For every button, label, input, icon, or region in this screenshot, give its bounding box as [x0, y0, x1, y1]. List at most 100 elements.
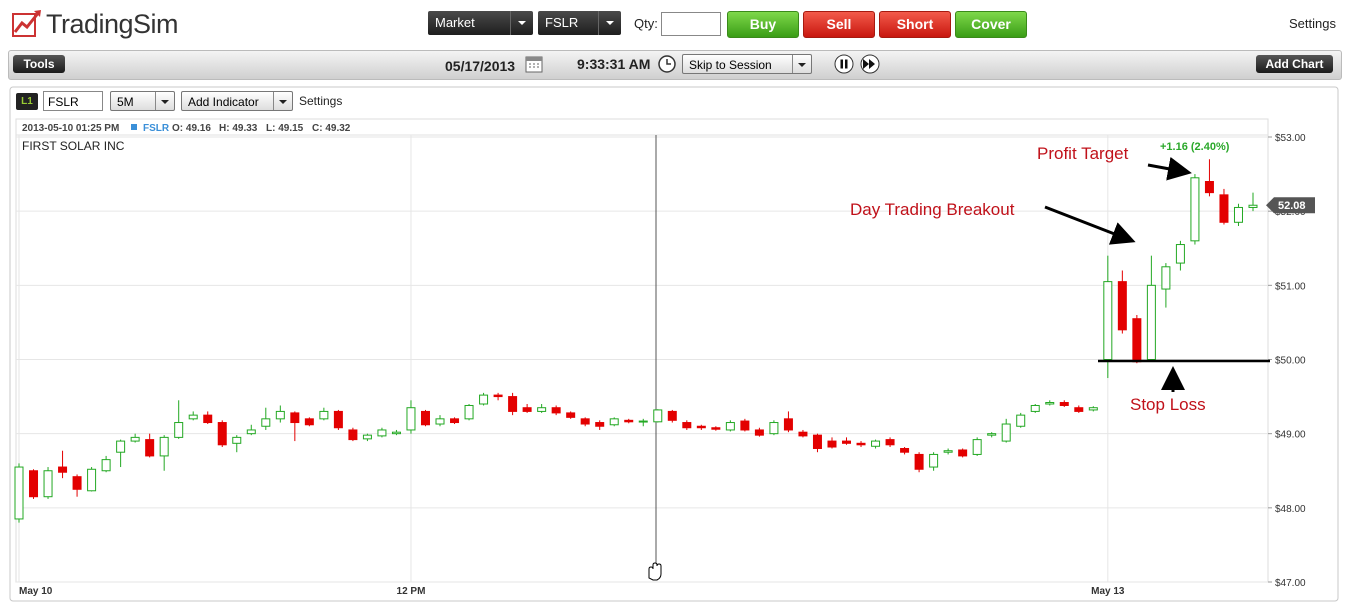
info-low: L: 49.15 [266, 123, 304, 134]
candle-body [783, 418, 793, 431]
qty-input[interactable] [661, 12, 721, 36]
candle-body [1001, 423, 1011, 442]
candle-body [929, 453, 939, 468]
candle-body [1146, 284, 1156, 361]
candle-body [391, 431, 401, 435]
skip-dropdown[interactable]: Skip to Session [682, 54, 812, 74]
candle-body [435, 418, 445, 425]
order-type-dropdown[interactable]: Market [428, 11, 533, 35]
info-close: C: 49.32 [312, 123, 351, 134]
y-tick-label: $53.00 [1275, 133, 1306, 144]
candle-body [116, 440, 126, 453]
cover-button[interactable]: Cover [955, 11, 1027, 38]
y-tick-label: $48.00 [1275, 504, 1306, 515]
x-tick-label: 12 PM [397, 586, 426, 597]
hand-cursor [648, 562, 662, 581]
candle-body [14, 466, 24, 520]
sell-button[interactable]: Sell [803, 11, 875, 38]
candle-body [304, 418, 314, 426]
playback-controls[interactable] [834, 54, 882, 74]
short-button[interactable]: Short [879, 11, 951, 38]
stop-loss-label: Stop Loss [1130, 395, 1206, 414]
candle-body [653, 409, 663, 423]
candle-body [754, 429, 764, 436]
candle-body [711, 427, 721, 430]
candle-body [101, 459, 111, 472]
info-open: O: 49.16 [172, 123, 211, 134]
candle-body [842, 440, 852, 444]
candle-body [1132, 318, 1142, 363]
candle-body [1204, 181, 1214, 194]
candle-body [72, 476, 82, 490]
candle-body [29, 470, 39, 498]
level-badge[interactable]: L1 [16, 93, 38, 110]
candle-body [812, 434, 822, 449]
candle-body [464, 404, 474, 420]
candle-body [595, 422, 605, 427]
profit-arrow [1147, 156, 1192, 181]
candle-body [1016, 414, 1026, 427]
symbol-swatch [131, 124, 137, 130]
settings-link[interactable]: Settings [1289, 16, 1336, 31]
interval-dropdown[interactable]: 5M [110, 91, 175, 111]
candle-body [580, 418, 590, 425]
candle-body [798, 431, 808, 437]
profit-target-label: Profit Target [1037, 144, 1129, 163]
y-tick-label: $47.00 [1275, 578, 1306, 589]
candle-body [420, 410, 430, 426]
candle-body [1161, 266, 1171, 290]
candle-body [987, 433, 997, 436]
info-high: H: 49.33 [219, 123, 258, 134]
tools-button[interactable]: Tools [13, 55, 65, 73]
candle-body [1219, 194, 1229, 223]
order-type: Market [435, 15, 475, 30]
symbol: FSLR [545, 15, 579, 30]
breakout-arrow [1044, 205, 1136, 245]
info-symbol: FSLR [143, 123, 170, 134]
y-tick-label: $50.00 [1275, 356, 1306, 367]
candle-body [217, 422, 227, 446]
buy-button[interactable]: Buy [727, 11, 799, 38]
candle-body [174, 422, 184, 438]
last-price-badge [1266, 197, 1315, 214]
candle-body [609, 418, 619, 426]
candle-body [377, 429, 387, 437]
candle-body [900, 448, 910, 453]
candle-body [203, 414, 213, 424]
candle-body [406, 407, 416, 431]
candle-body [1045, 402, 1055, 405]
candle-body [493, 394, 503, 398]
y-tick-label: $49.00 [1275, 430, 1306, 441]
candle-body [914, 453, 924, 470]
logo-text: TradingSim [46, 9, 179, 39]
candle-body [1030, 404, 1040, 412]
symbol-dropdown[interactable]: FSLR [538, 11, 621, 35]
plot-frame [15, 118, 1269, 583]
candle-body [740, 420, 750, 431]
candle-body [145, 439, 155, 457]
add-chart-button[interactable]: Add Chart [1256, 55, 1333, 73]
candle-body [696, 425, 706, 429]
candle-body [232, 436, 242, 444]
calendar-icon[interactable] [525, 55, 543, 73]
indicator-dropdown[interactable]: Add Indicator [181, 91, 293, 111]
candle-body [333, 410, 343, 429]
chart-settings[interactable]: Settings [299, 94, 343, 108]
candle-body [159, 436, 169, 457]
candle-body [1103, 281, 1113, 360]
session-time: 9:33:31 AM [577, 56, 651, 72]
candle-body [725, 422, 735, 431]
clock-icon[interactable] [657, 54, 677, 74]
skip-text: Skip to Session [689, 58, 772, 72]
candle-body [871, 440, 881, 447]
chart-symbol-input[interactable]: FSLR [43, 91, 103, 111]
candle-body [566, 412, 576, 418]
candle-body [479, 394, 489, 405]
candle-body [130, 436, 140, 442]
logo-icon [12, 10, 41, 37]
candle-body [246, 429, 256, 435]
candle-body [624, 419, 634, 423]
candle-body [1248, 204, 1258, 208]
candle-body [1088, 407, 1098, 411]
